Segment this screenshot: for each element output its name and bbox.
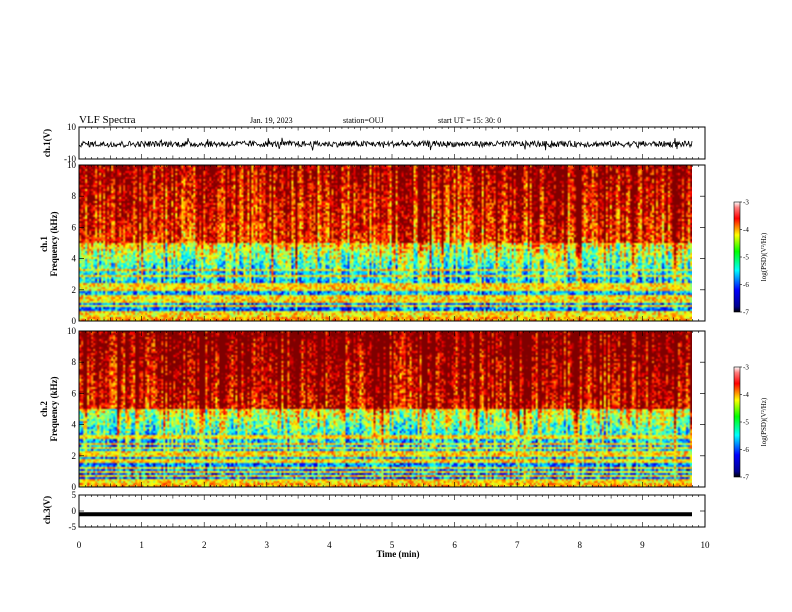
x-tick-label: 0 xyxy=(77,540,82,550)
ch1-spectrogram-ytick-label: 4 xyxy=(72,254,77,264)
ch1-waveform-line xyxy=(78,137,693,151)
ch2-spectrogram-image xyxy=(79,331,692,487)
ch1-spectrogram-ytick-label: 10 xyxy=(67,160,77,170)
x-tick-label: 2 xyxy=(202,540,207,550)
x-tick-label: 5 xyxy=(390,540,395,550)
ch2-colorbar-tick-label: -4 xyxy=(743,391,749,399)
station-label: station=OUJ xyxy=(343,116,384,125)
ch1-spectrogram-ytick-label: 2 xyxy=(72,285,77,295)
ch1-spectrogram-ytick-label: 0 xyxy=(72,316,77,326)
x-tick-label: 1 xyxy=(139,540,144,550)
ch1-spectrogram-ytick-label: 8 xyxy=(72,191,77,201)
ch3-waveform-ytick-label: 5 xyxy=(72,490,77,500)
ch3-waveform-ytick-label: -5 xyxy=(69,522,77,532)
x-tick-label: 7 xyxy=(515,540,520,550)
ch1-waveform-ytick-label: 10 xyxy=(67,122,77,132)
x-tick-label: 6 xyxy=(452,540,457,550)
ch2-colorbar-label: log(PSD)(V²/Hz) xyxy=(760,397,768,446)
ch2-spectrogram-ytick-label: 8 xyxy=(72,357,77,367)
ch1-spectrogram-ylabel-freq: Frequency (kHz) xyxy=(49,211,59,276)
ch1-spectrogram-image xyxy=(79,165,692,321)
ch2-colorbar xyxy=(733,366,741,478)
start-time-label: start UT = 15: 30: 0 xyxy=(438,116,501,125)
x-tick-label: 8 xyxy=(578,540,583,550)
ch2-spectrogram-ytick-label: 4 xyxy=(72,420,77,430)
ch2-spectrogram-ytick-label: 0 xyxy=(72,482,77,492)
ch2-colorbar-tick-label: -5 xyxy=(743,419,749,427)
x-tick-label: 3 xyxy=(265,540,270,550)
ch1-colorbar-tick-label: -7 xyxy=(743,309,749,317)
ch2-spectrogram-ylabel-ch: ch.2 xyxy=(39,401,49,417)
ch2-spectrogram-ytick-label: 2 xyxy=(72,451,77,461)
ch1-colorbar-tick-label: -3 xyxy=(743,199,749,207)
x-tick-label: 4 xyxy=(327,540,332,550)
ch1-colorbar-tick-label: -5 xyxy=(743,254,749,262)
ch1-spectrogram-ytick-label: 6 xyxy=(72,222,77,232)
ch2-spectrogram-ytick-label: 10 xyxy=(67,326,77,336)
x-axis-label: Time (min) xyxy=(376,549,419,559)
ch1-colorbar-label: log(PSD)(V²/Hz) xyxy=(760,232,768,281)
x-tick-label: 10 xyxy=(701,540,711,550)
date-label: Jan. 19, 2023 xyxy=(250,116,293,125)
ch2-spectrogram-ylabel-freq: Frequency (kHz) xyxy=(49,376,59,441)
ch2-spectrogram-ytick-label: 6 xyxy=(72,388,77,398)
ch2-colorbar-tick-label: -6 xyxy=(743,446,749,454)
x-tick-label: 9 xyxy=(640,540,645,550)
ch1-colorbar-tick-label: -4 xyxy=(743,226,749,234)
ch3-waveform-ylabel: ch.3(V) xyxy=(42,496,52,524)
ch2-colorbar-tick-label: -3 xyxy=(743,364,749,372)
ch1-waveform-ylabel: ch.1(V) xyxy=(42,129,52,157)
figure-title: VLF Spectra xyxy=(79,114,136,126)
ch2-colorbar-tick-label: -7 xyxy=(743,474,749,482)
ch1-spectrogram-ylabel-ch: ch.1 xyxy=(39,236,49,252)
ch1-colorbar-tick-label: -6 xyxy=(743,281,749,289)
ch3-waveform-ytick-label: 0 xyxy=(72,506,77,516)
ch1-waveform-ytick-label: -10 xyxy=(64,154,76,164)
ch1-colorbar xyxy=(733,201,741,313)
